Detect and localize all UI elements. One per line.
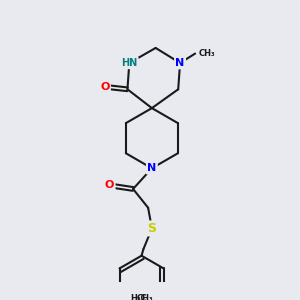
- Text: S: S: [147, 222, 156, 235]
- Text: CH₃: CH₃: [199, 49, 215, 58]
- Text: HN: HN: [121, 58, 137, 68]
- Text: CH₃: CH₃: [136, 294, 153, 300]
- Text: N: N: [147, 163, 157, 173]
- Text: O: O: [105, 180, 114, 190]
- Text: O: O: [100, 82, 110, 92]
- Text: H₃C: H₃C: [130, 294, 147, 300]
- Text: N: N: [176, 58, 185, 68]
